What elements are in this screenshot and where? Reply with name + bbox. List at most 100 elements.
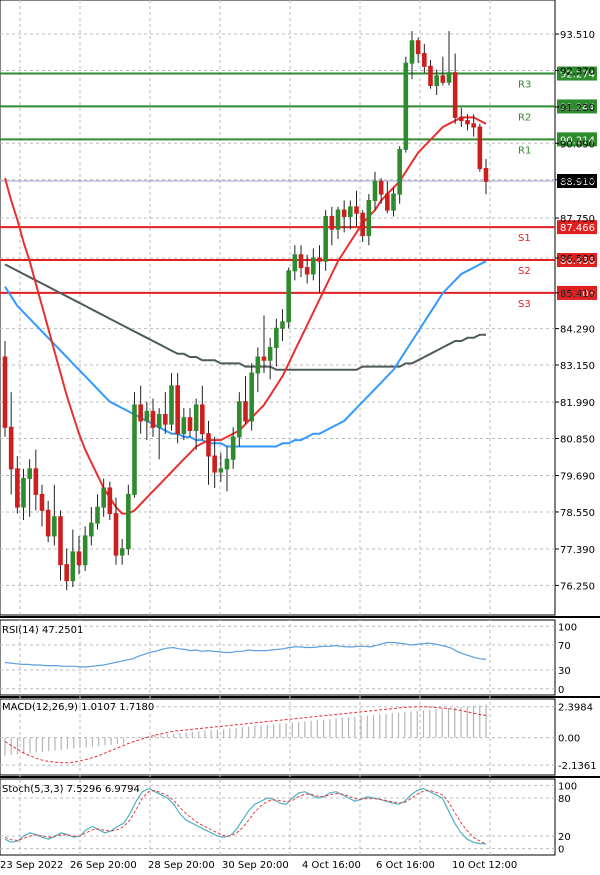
candle-body [76, 551, 82, 566]
candle-body [311, 257, 316, 275]
candle-body [126, 493, 131, 550]
candle-body [45, 509, 51, 537]
price-tick-label: 79.690 [560, 472, 595, 483]
stochastic-panel: 100 80 20 0 [0, 781, 577, 856]
candle-body [82, 535, 88, 566]
candle-body [428, 65, 433, 86]
macd-label: MACD(12,26,9) 1.0107 1.7180 [2, 702, 154, 713]
candle-body [341, 209, 347, 217]
candle-body [119, 548, 125, 556]
level-value-s2: 86.436 [560, 256, 595, 267]
candle-body [440, 75, 446, 83]
candle-body [280, 321, 285, 329]
price-panel-border [0, 0, 556, 616]
pivot-levels: R3 92.274 R2 91.244 R1 90.214 S1 87.466 S2 86.436… [0, 66, 597, 310]
moving-averages [4, 116, 487, 515]
rsi-tick-label: 100 [558, 622, 577, 633]
candle-body [397, 148, 402, 195]
price-tick-label: 84.290 [560, 325, 595, 336]
candle-body [175, 385, 180, 435]
last-price-badge [557, 173, 597, 188]
candle-body [150, 410, 156, 428]
candle-body [230, 436, 236, 460]
macd-panel-border [0, 698, 556, 776]
candle-body [181, 417, 187, 435]
macd-tick-label: 0.00 [558, 734, 580, 745]
candle-body [212, 455, 217, 473]
candle-body [385, 193, 390, 211]
rsi-tick-label: 0 [558, 685, 564, 696]
stoch-k-line [4, 787, 487, 845]
candle-body [391, 193, 396, 211]
candle-body [8, 426, 14, 470]
candle-body [261, 356, 267, 361]
rsi-panel: 100 70 30 0 [0, 622, 577, 696]
level-value-r2: 91.244 [560, 102, 595, 113]
candle-body [403, 62, 409, 150]
level-value-r3: 92.274 [560, 70, 595, 81]
candle-body [187, 417, 193, 431]
sma-gray-line [4, 263, 486, 371]
candle-body [144, 410, 150, 422]
candle-body [452, 72, 458, 118]
candle-body [378, 180, 384, 195]
candle-body [255, 356, 261, 374]
rsi-tick-label: 70 [558, 641, 571, 652]
last-price-label: 88.910 [560, 177, 595, 188]
candle-body [163, 414, 168, 425]
candle-body [58, 516, 63, 566]
stoch-tick-label: 80 [558, 794, 571, 805]
price-tick-label: 93.510 [560, 30, 595, 41]
candle-body [52, 516, 57, 537]
chart-grid [0, 0, 555, 855]
candle-body [206, 433, 211, 457]
candle-body [64, 564, 69, 582]
candle-body [237, 401, 242, 438]
price-tick-label: 86.500 [560, 254, 595, 265]
candle-body [304, 267, 310, 275]
sma-red-line [4, 116, 487, 515]
level-value-s1: 87.466 [560, 223, 595, 234]
candle-body [372, 180, 378, 201]
x-tick-label: 10 Oct 12:00 [452, 860, 517, 871]
candle-body [267, 346, 273, 361]
candle-body [298, 254, 304, 269]
candle-body [366, 199, 372, 237]
candle-body [292, 254, 298, 272]
level-label-s2: S2 [518, 266, 531, 277]
rsi-label: RSI(14) 47.2501 [2, 625, 83, 636]
price-tick-label: 76.250 [560, 581, 595, 592]
rsi-line [4, 641, 487, 668]
candle-body [224, 458, 230, 470]
level-value-badge [557, 66, 597, 81]
level-value-badge [557, 220, 597, 235]
rsi-tick-label: 30 [558, 666, 571, 677]
level-label-r2: R2 [518, 112, 531, 123]
price-tick-label: 87.750 [560, 214, 595, 225]
x-tick-label: 26 Sep 20:00 [70, 860, 137, 871]
candle-body [477, 126, 483, 170]
price-tick-label: 80.850 [560, 434, 595, 445]
candle-body [200, 404, 205, 435]
x-tick-label: 30 Sep 20:00 [222, 860, 289, 871]
candle-body [323, 215, 328, 262]
candle-body [249, 372, 254, 422]
stoch-panel-border [0, 778, 556, 856]
candle-body [39, 493, 45, 511]
candle-body [101, 487, 106, 508]
candle-body [348, 206, 353, 217]
price-tick-label: 92.370 [560, 66, 595, 77]
stoch-tick-label: 20 [558, 832, 571, 843]
price-tick-label: 90.090 [560, 139, 595, 150]
price-tick-label: 78.550 [560, 508, 595, 519]
macd-tick-label: -2.1361 [558, 761, 597, 772]
level-label-r1: R1 [518, 145, 531, 156]
sma-blue-line [4, 260, 487, 448]
candle-body [107, 487, 113, 515]
candle-body [138, 404, 143, 422]
candle-body [360, 212, 365, 237]
level-value-s3: 85.406 [560, 289, 595, 300]
candle-body [354, 206, 359, 214]
macd-tick-label: 2.3984 [558, 703, 593, 714]
